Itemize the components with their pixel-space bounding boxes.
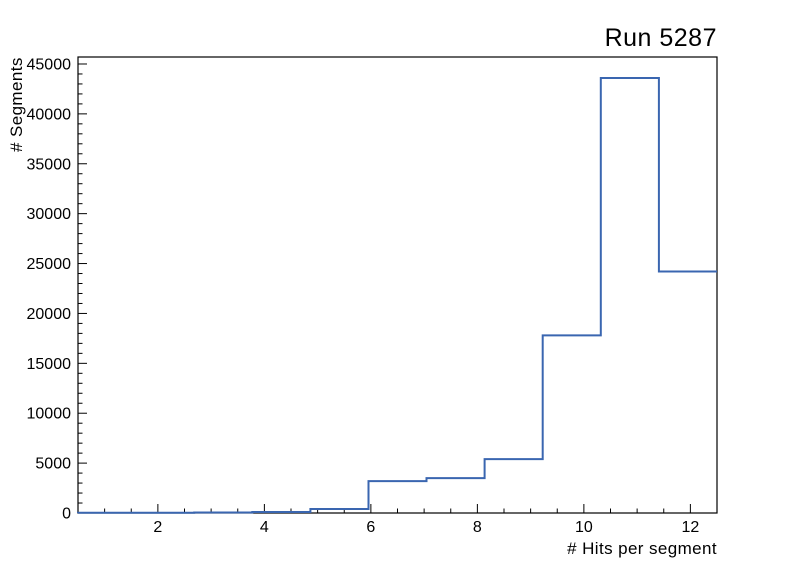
- y-tick-label: 20000: [27, 306, 72, 323]
- x-tick-label: 4: [260, 519, 269, 536]
- x-tick-label: 6: [366, 519, 375, 536]
- y-tick-label: 0: [62, 506, 71, 523]
- x-tick-label: 12: [681, 519, 699, 536]
- histogram-line: [77, 77, 717, 514]
- plot-title: Run 5287: [604, 24, 717, 52]
- x-axis-title: # Hits per segment: [567, 539, 717, 558]
- y-tick-label: 35000: [27, 156, 72, 173]
- x-tick-label: 2: [153, 519, 162, 536]
- y-tick-label: 15000: [27, 356, 72, 373]
- y-tick-label: 25000: [27, 256, 72, 273]
- x-tick-label: 8: [473, 519, 482, 536]
- y-tick-label: 10000: [27, 406, 72, 423]
- y-tick-label: 40000: [27, 106, 72, 123]
- plot-frame: [77, 56, 718, 514]
- y-tick-label: 45000: [27, 56, 72, 73]
- x-tick-label: 10: [575, 519, 593, 536]
- y-tick-label: 5000: [35, 456, 71, 473]
- y-axis-title: # Segments: [7, 57, 26, 152]
- y-tick-label: 30000: [27, 206, 72, 223]
